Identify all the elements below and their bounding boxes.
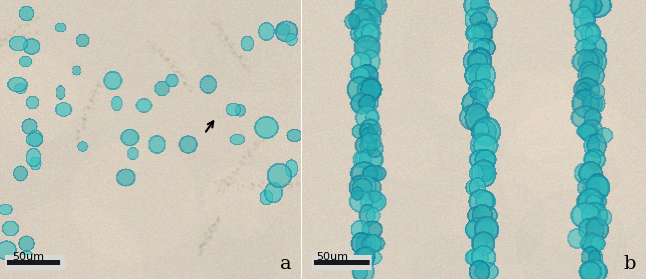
Text: 50um: 50um (316, 252, 348, 262)
Text: b: b (623, 255, 636, 273)
Text: 50um: 50um (12, 252, 44, 262)
Text: a: a (280, 255, 291, 273)
